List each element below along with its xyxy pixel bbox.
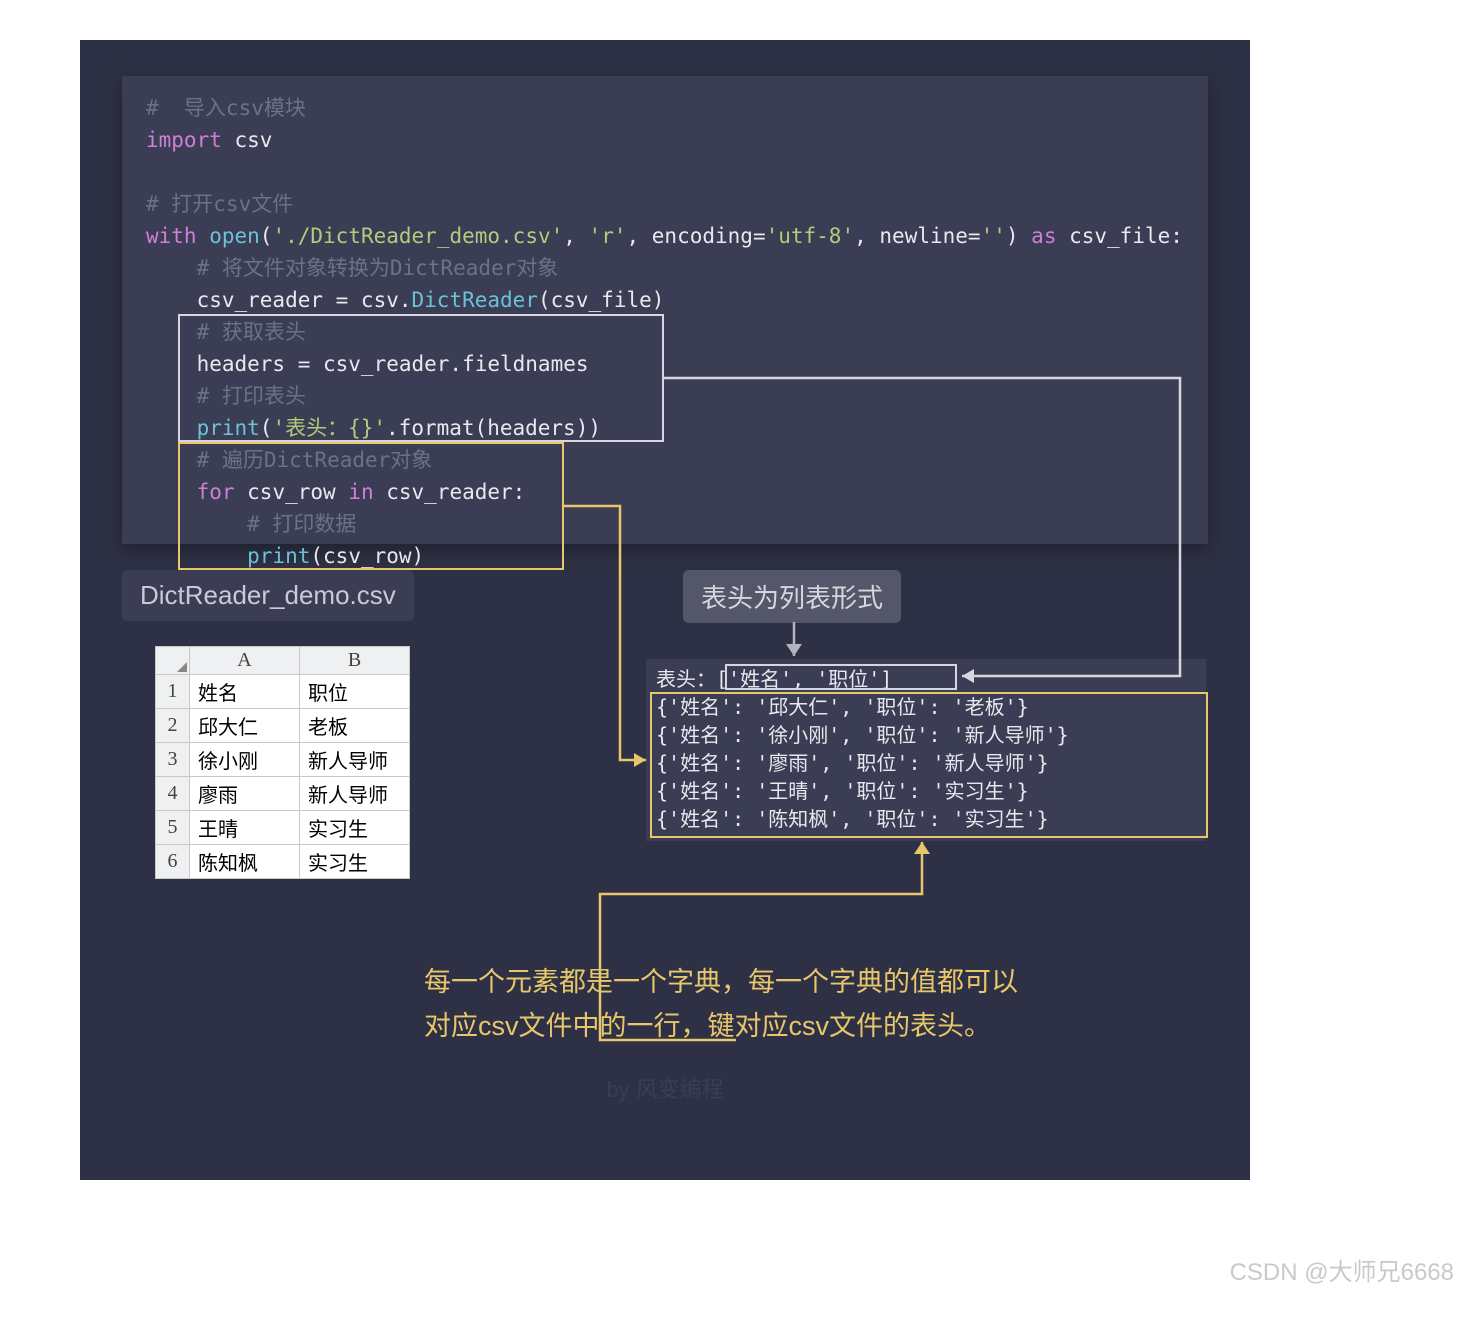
code-string: '表头：{}': [272, 416, 386, 440]
filename-badge: DictReader_demo.csv: [122, 570, 414, 621]
cell: 职位: [300, 675, 410, 709]
output-block: 表头：['姓名', '职位'] {'姓名': '邱大仁', '职位': '老板'…: [646, 659, 1206, 841]
excel-table: A B 1姓名职位 2邱大仁老板 3徐小刚新人导师 4廖雨新人导师 5王晴实习生…: [155, 646, 410, 879]
code-text: headers = csv_reader.fieldnames: [146, 352, 589, 376]
code-comment: # 打印表头: [146, 384, 306, 408]
col-header: A: [190, 647, 300, 675]
output-row: {'姓名': '邱大仁', '职位': '老板'}: [656, 695, 1029, 719]
table-row: 6陈知枫实习生: [156, 845, 410, 879]
row-num: 4: [156, 777, 190, 811]
diagram-canvas: # 导入csv模块 import csv # 打开csv文件 with open…: [80, 40, 1250, 1180]
code-fn: print: [146, 544, 310, 568]
code-text: csv_row: [235, 480, 349, 504]
output-header-label: 表头：: [656, 667, 716, 691]
cell: 邱大仁: [190, 709, 300, 743]
row-num: 5: [156, 811, 190, 845]
code-keyword: as: [1019, 224, 1057, 248]
code-text: csv_reader:: [374, 480, 526, 504]
cell: 老板: [300, 709, 410, 743]
table-header-row: A B: [156, 647, 410, 675]
caption-line: 每一个元素都是一个字典，每一个字典的值都可以: [424, 967, 1018, 997]
cell: 姓名: [190, 675, 300, 709]
csdn-watermark: CSDN @大师兄6668: [1230, 1252, 1454, 1287]
arrowhead-yellow-2: [914, 842, 930, 854]
row-num: 3: [156, 743, 190, 777]
arrowhead-yellow-1: [634, 753, 646, 767]
code-fn: print: [146, 416, 260, 440]
code-fn: DictReader: [412, 288, 538, 312]
code-comment: # 打印数据: [146, 512, 356, 536]
output-header-list: ['姓名', '职位']: [716, 667, 892, 691]
caption-line: 对应csv文件中的一行，键对应csv文件的表头。: [424, 1011, 991, 1041]
code-comment: # 导入csv模块: [146, 96, 306, 120]
code-id: newline: [879, 224, 968, 248]
code-keyword: import: [146, 128, 222, 152]
code-var: csv_file: [1056, 224, 1170, 248]
table-row: 1姓名职位: [156, 675, 410, 709]
cell: 王晴: [190, 811, 300, 845]
output-row: {'姓名': '陈知枫', '职位': '实习生'}: [656, 807, 1049, 831]
code-string: 'r': [589, 224, 627, 248]
code-string: '': [981, 224, 1006, 248]
output-row: {'姓名': '徐小刚', '职位': '新人导师'}: [656, 723, 1069, 747]
code-arg: csv_row: [323, 544, 412, 568]
table-row: 2邱大仁老板: [156, 709, 410, 743]
cell: 新人导师: [300, 743, 410, 777]
code-keyword: with: [146, 224, 197, 248]
inner-watermark: by 风变编程: [606, 1072, 723, 1104]
code-text: csv_reader = csv.: [146, 288, 412, 312]
cell: 廖雨: [190, 777, 300, 811]
cell: 陈知枫: [190, 845, 300, 879]
code-comment: # 打开csv文件: [146, 192, 293, 216]
code-keyword: in: [348, 480, 373, 504]
cell: 徐小刚: [190, 743, 300, 777]
excel-corner: [156, 647, 190, 675]
output-row: {'姓名': '廖雨', '职位': '新人导师'}: [656, 751, 1049, 775]
table-row: 5王晴实习生: [156, 811, 410, 845]
cell: 实习生: [300, 845, 410, 879]
table-row: 3徐小刚新人导师: [156, 743, 410, 777]
code-block: # 导入csv模块 import csv # 打开csv文件 with open…: [122, 76, 1208, 544]
code-fn: open: [197, 224, 260, 248]
cell: 新人导师: [300, 777, 410, 811]
code-comment: # 将文件对象转换为DictReader对象: [146, 256, 558, 280]
header-format-badge: 表头为列表形式: [683, 570, 901, 623]
code-string: 'utf-8': [766, 224, 855, 248]
code-keyword: for: [146, 480, 235, 504]
row-num: 6: [156, 845, 190, 879]
cell: 实习生: [300, 811, 410, 845]
explanation-caption: 每一个元素都是一个字典，每一个字典的值都可以 对应csv文件中的一行，键对应cs…: [424, 960, 1054, 1048]
row-num: 2: [156, 709, 190, 743]
output-row: {'姓名': '王晴', '职位': '实习生'}: [656, 779, 1029, 803]
code-text: csv: [222, 128, 273, 152]
code-comment: # 遍历DictReader对象: [146, 448, 432, 472]
code-arg: csv_file: [551, 288, 652, 312]
code-string: './DictReader_demo.csv': [272, 224, 563, 248]
col-header: B: [300, 647, 410, 675]
row-num: 1: [156, 675, 190, 709]
code-text: .format: [386, 416, 475, 440]
arrow-yellow-1: [564, 506, 646, 760]
code-comment: # 获取表头: [146, 320, 306, 344]
table-row: 4廖雨新人导师: [156, 777, 410, 811]
code-id: encoding: [652, 224, 753, 248]
arrowhead-gray: [786, 644, 802, 656]
code-arg: headers: [487, 416, 576, 440]
